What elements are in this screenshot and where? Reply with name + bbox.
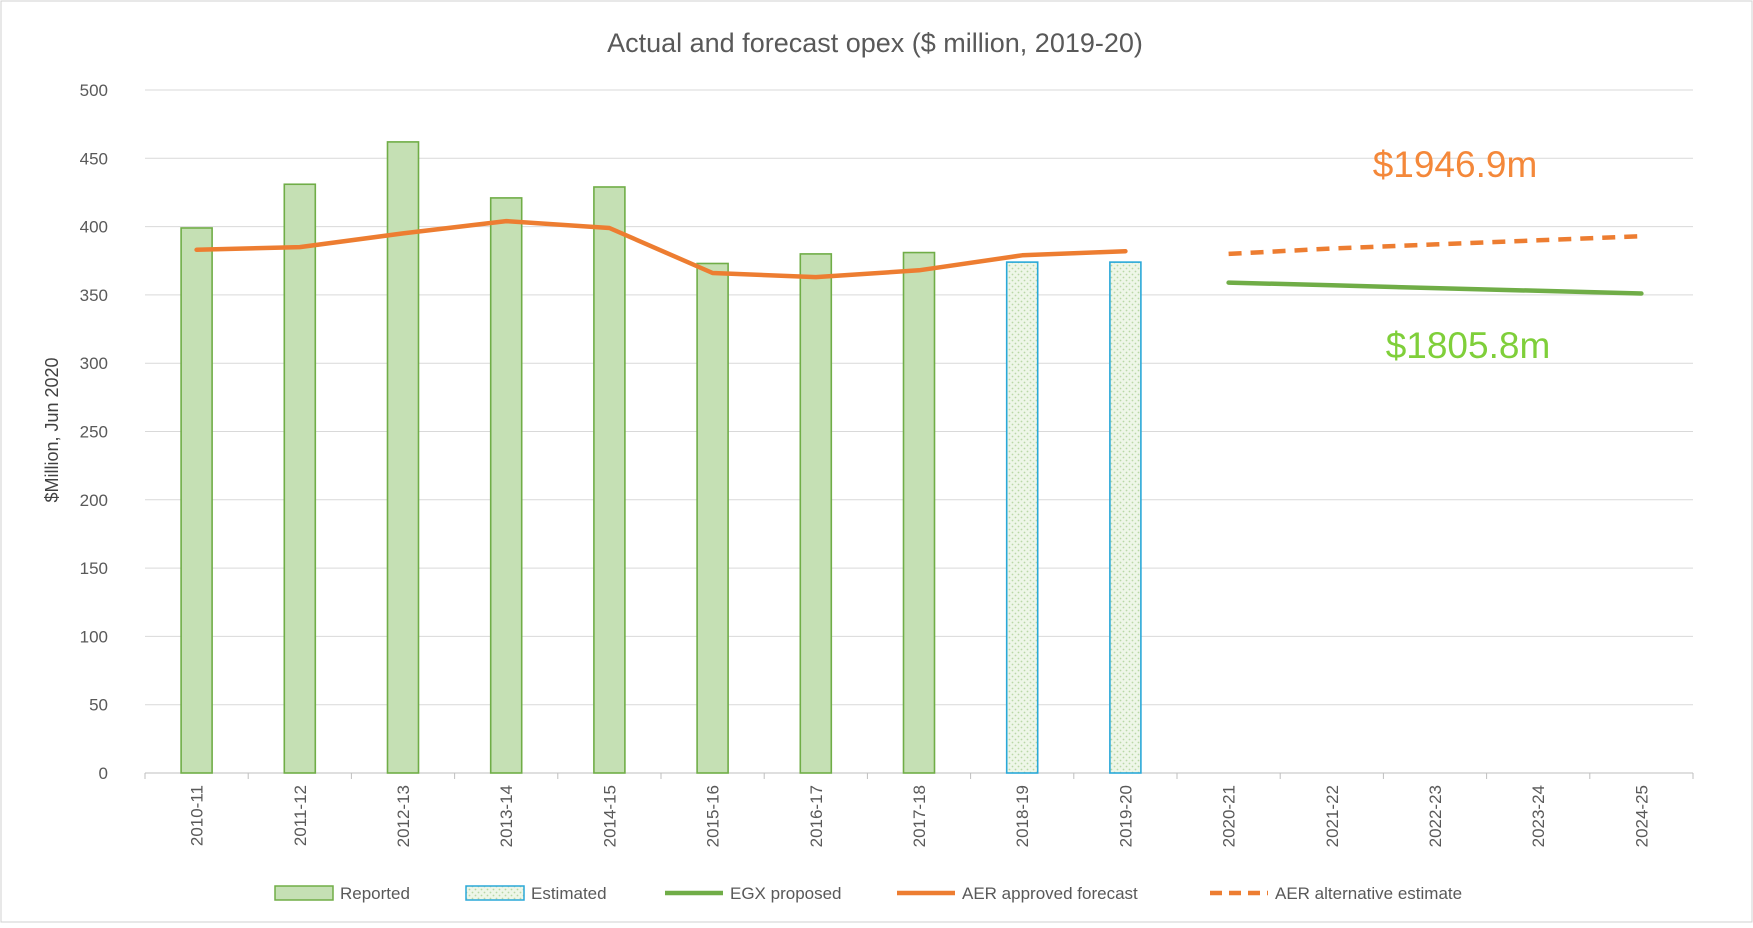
legend-label-aer-approved-forecast: AER approved forecast — [962, 884, 1138, 903]
x-tick-label: 2019-20 — [1116, 785, 1135, 847]
legend-label-reported: Reported — [340, 884, 410, 903]
legend-swatch-reported — [274, 885, 334, 901]
x-tick-label: 2023-24 — [1529, 785, 1548, 847]
y-tick-label: 50 — [89, 696, 108, 715]
x-tick-label: 2024-25 — [1632, 785, 1651, 847]
chart-title: Actual and forecast opex ($ million, 201… — [607, 28, 1143, 58]
y-tick-label: 450 — [80, 149, 108, 168]
series-lines — [194, 218, 1644, 296]
aer-total-annotation: $1946.9m — [1373, 144, 1538, 185]
x-tick-label: 2015-16 — [704, 785, 723, 847]
x-tick-labels: 2010-11 2011-12 2012-13 2013-14 2014-15 2015-… — [188, 785, 1652, 847]
reported-bar — [799, 253, 833, 774]
reported-bar — [696, 262, 729, 774]
legend-swatch-estimated — [465, 885, 525, 901]
y-tick-label: 0 — [99, 764, 108, 783]
legend-label-egx-proposed: EGX proposed — [730, 884, 842, 903]
aer-alternative-estimate-line — [1228, 233, 1642, 257]
x-tick-label: 2022-23 — [1426, 785, 1445, 847]
bars — [180, 141, 1142, 774]
y-tick-label: 250 — [80, 423, 108, 442]
x-tick-label: 2017-18 — [910, 785, 929, 847]
estimated-bar — [1005, 261, 1039, 774]
egx-proposed-line — [1226, 280, 1644, 296]
y-tick-label: 150 — [80, 559, 108, 578]
y-tick-label: 500 — [80, 81, 108, 100]
legend-label-aer-alternative-estimate: AER alternative estimate — [1275, 884, 1462, 903]
x-tick-label: 2013-14 — [497, 785, 516, 847]
reported-bar — [283, 183, 317, 774]
x-tick-label: 2018-19 — [1013, 785, 1032, 847]
reported-bar — [180, 227, 213, 774]
x-tick-label: 2020-21 — [1220, 785, 1239, 847]
y-tick-label: 400 — [80, 218, 108, 237]
x-tick-label: 2021-22 — [1323, 785, 1342, 847]
y-axis-label: $Million, Jun 2020 — [42, 357, 62, 502]
reported-bar — [386, 141, 420, 774]
annotations: $1946.9m $1805.8m — [1373, 144, 1551, 366]
y-tick-label: 200 — [80, 491, 108, 510]
reported-bar — [489, 197, 523, 774]
legend-label-estimated: Estimated — [531, 884, 607, 903]
aer-approved-forecast-line — [194, 218, 1128, 280]
egx-total-annotation: $1805.8m — [1386, 325, 1551, 366]
x-tick-label: 2012-13 — [394, 785, 413, 847]
estimated-bar — [1109, 261, 1142, 774]
reported-bar — [593, 186, 626, 774]
x-tick-label: 2014-15 — [600, 785, 619, 847]
y-tick-label: 300 — [80, 354, 108, 373]
y-tick-label: 100 — [80, 627, 108, 646]
reported-bar — [902, 251, 936, 774]
y-tick-labels: 0 50 100 150 200 250 300 350 400 450 500 — [80, 81, 108, 783]
x-tick-label: 2011-12 — [291, 785, 310, 846]
x-tick-label: 2016-17 — [807, 785, 826, 847]
y-tick-label: 350 — [80, 286, 108, 305]
legend: Reported Estimated EGX proposed AER approve… — [274, 884, 1462, 903]
x-tick-label: 2010-11 — [188, 785, 207, 846]
